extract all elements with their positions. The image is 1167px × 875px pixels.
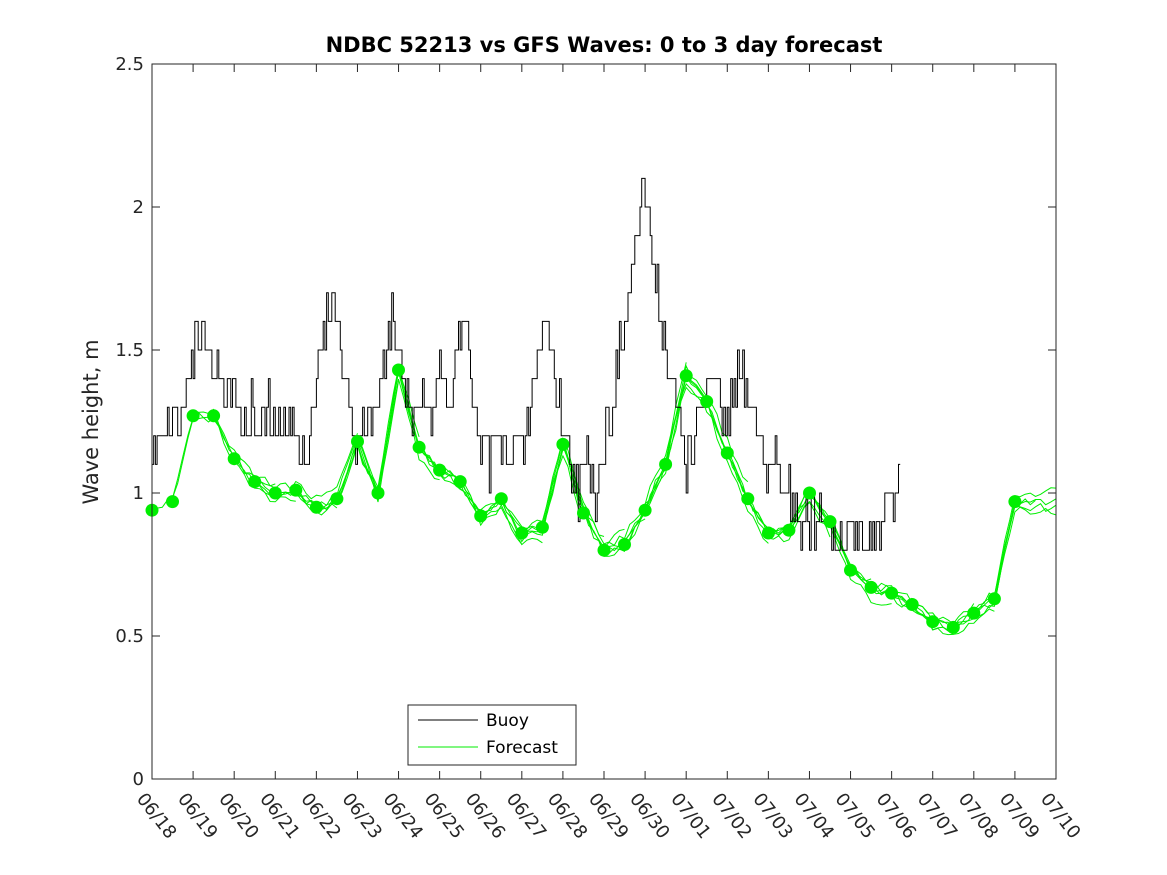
forecast-point	[535, 520, 549, 534]
legend-forecast-label: Forecast	[486, 738, 558, 758]
forecast-point	[700, 395, 714, 408]
y-tick-label: 2	[133, 197, 144, 218]
forecast-point	[371, 486, 385, 500]
legend-box	[407, 704, 577, 766]
forecast-point	[987, 592, 1001, 606]
forecast-point	[679, 369, 693, 383]
forecast-point	[248, 475, 262, 489]
forecast-point	[967, 606, 981, 620]
legend: Buoy Forecast	[407, 704, 577, 766]
forecast-point	[289, 483, 303, 497]
y-tick-label: 0	[133, 769, 144, 790]
forecast-point	[659, 457, 673, 471]
forecast-point	[946, 620, 960, 634]
forecast-point	[166, 495, 179, 509]
forecast-point	[556, 437, 570, 451]
buoy-line	[152, 177, 901, 551]
forecast-point	[186, 409, 200, 423]
forecast-point	[453, 475, 467, 489]
forecast-point	[515, 526, 529, 540]
y-tick-label: 1.5	[115, 340, 144, 361]
forecast-point	[330, 492, 344, 506]
forecast-point	[207, 409, 221, 423]
y-tick-label: 2.5	[115, 54, 144, 75]
forecast-point	[761, 526, 775, 540]
forecast-point	[803, 486, 816, 500]
chart-title: NDBC 52213 vs GFS Waves: 0 to 3 day fore…	[326, 33, 883, 57]
y-tick-label: 1	[133, 483, 144, 504]
forecast-point	[720, 446, 734, 460]
forecast-point	[926, 615, 940, 629]
forecast-point	[638, 503, 652, 517]
forecast-point	[227, 452, 241, 466]
forecast-point	[741, 492, 755, 506]
plot-area	[145, 177, 1057, 636]
forecast-point	[412, 440, 426, 454]
forecast-point	[309, 500, 323, 514]
forecast-point	[823, 515, 837, 529]
forecast-point	[392, 363, 405, 377]
forecast-point	[351, 435, 364, 448]
forecast-point	[782, 523, 796, 537]
forecast-point	[1008, 495, 1022, 509]
forecast-point	[577, 506, 590, 520]
forecast-point	[268, 486, 282, 500]
y-axis-label: Wave height, m	[79, 339, 103, 504]
forecast-point	[905, 598, 919, 611]
forecast-point	[618, 538, 631, 551]
forecast-point	[494, 492, 508, 506]
y-tick-label: 0.5	[115, 626, 144, 647]
forecast-line	[993, 498, 1057, 603]
forecast-point	[885, 586, 899, 600]
forecast-point	[844, 563, 857, 577]
forecast-point	[474, 509, 488, 523]
forecast-point	[433, 463, 447, 477]
forecast-point	[864, 580, 878, 594]
forecast-point	[597, 543, 611, 557]
forecast-line	[952, 506, 1057, 632]
legend-buoy-label: Buoy	[486, 711, 529, 731]
